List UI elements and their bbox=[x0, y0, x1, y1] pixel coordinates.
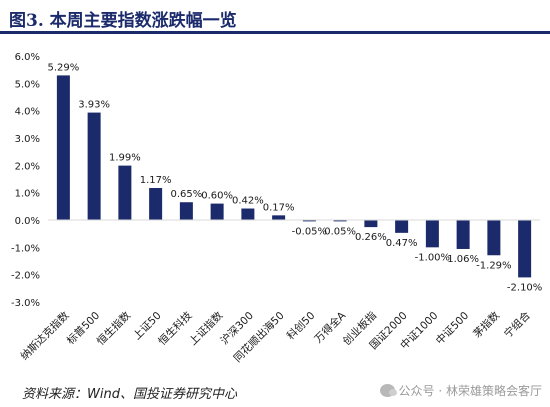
x-tick-label: 纳斯达克指数 bbox=[18, 309, 72, 363]
data-label: 0.42% bbox=[232, 196, 264, 207]
data-label: -1.29% bbox=[476, 260, 511, 271]
bar bbox=[456, 220, 470, 249]
bar bbox=[87, 112, 101, 220]
bar-chart: 6.0% 5.0% 4.0% 3.0% 2.0% 1.0% 0.0% -1.0% -2.0% -3… bbox=[0, 34, 550, 374]
y-tick-label: 4.0% bbox=[15, 107, 40, 118]
data-label: 0.17% bbox=[263, 202, 295, 213]
data-label: 0.05% bbox=[324, 226, 356, 237]
watermark: 公众号 · 林荣雄策略会客厅 bbox=[379, 382, 542, 399]
x-tick-label: 中证500 bbox=[433, 309, 471, 347]
data-label: 3.93% bbox=[78, 100, 110, 111]
y-tick-label: -2.0% bbox=[11, 271, 40, 282]
bar bbox=[118, 165, 132, 220]
bar bbox=[149, 188, 163, 220]
bar bbox=[241, 208, 255, 220]
data-label: -2.10% bbox=[507, 282, 542, 293]
y-tick-label: 5.0% bbox=[15, 79, 40, 90]
bar bbox=[333, 220, 347, 222]
data-label: 5.29% bbox=[47, 62, 79, 73]
bar bbox=[487, 220, 501, 256]
data-label: 0.47% bbox=[386, 238, 418, 249]
y-tick-label: 3.0% bbox=[15, 134, 40, 145]
bar bbox=[364, 220, 378, 228]
data-label: 1.17% bbox=[140, 175, 172, 186]
data-label: -0.05% bbox=[292, 226, 327, 237]
y-tick-label: 6.0% bbox=[15, 52, 40, 63]
y-tick-label: -3.0% bbox=[11, 298, 40, 309]
bar bbox=[56, 75, 70, 220]
data-label: 0.65% bbox=[170, 189, 202, 200]
x-tick-label: 宁组合 bbox=[501, 309, 533, 341]
bar bbox=[302, 220, 316, 222]
title-underline bbox=[0, 31, 550, 34]
data-label: -1.00% bbox=[415, 252, 450, 263]
source-note: 资料来源：Wind、国投证券研究中心 bbox=[22, 387, 237, 402]
title-bar: 图3. 本周主要指数涨跌幅一览 bbox=[0, 0, 550, 34]
data-label: 0.60% bbox=[201, 191, 233, 202]
bar bbox=[179, 202, 193, 220]
watermark-text: 公众号 · 林荣雄策略会客厅 bbox=[398, 384, 542, 398]
wechat-icon bbox=[379, 384, 397, 397]
x-tick-label: 恒生指数 bbox=[94, 309, 133, 348]
bar bbox=[425, 220, 439, 248]
page-title: 图3. 本周主要指数涨跌幅一览 bbox=[9, 11, 237, 31]
y-tick-label: 0.0% bbox=[15, 216, 40, 227]
data-label: 0.26% bbox=[355, 232, 387, 243]
bar bbox=[518, 220, 532, 278]
data-label: 1.99% bbox=[109, 153, 141, 164]
bar bbox=[272, 215, 286, 220]
bar bbox=[395, 220, 409, 233]
y-tick-label: 1.0% bbox=[15, 189, 40, 200]
data-label: 1.06% bbox=[447, 254, 479, 265]
x-tick-label: 茅指数 bbox=[471, 309, 503, 341]
x-tick-label: 上证指数 bbox=[186, 309, 225, 348]
y-tick-label: -1.0% bbox=[11, 243, 40, 254]
bar-chart-svg: 6.0% 5.0% 4.0% 3.0% 2.0% 1.0% 0.0% -1.0% -2.0% -3… bbox=[11, 52, 542, 365]
y-tick-label: 2.0% bbox=[15, 161, 40, 172]
bar bbox=[210, 203, 224, 220]
